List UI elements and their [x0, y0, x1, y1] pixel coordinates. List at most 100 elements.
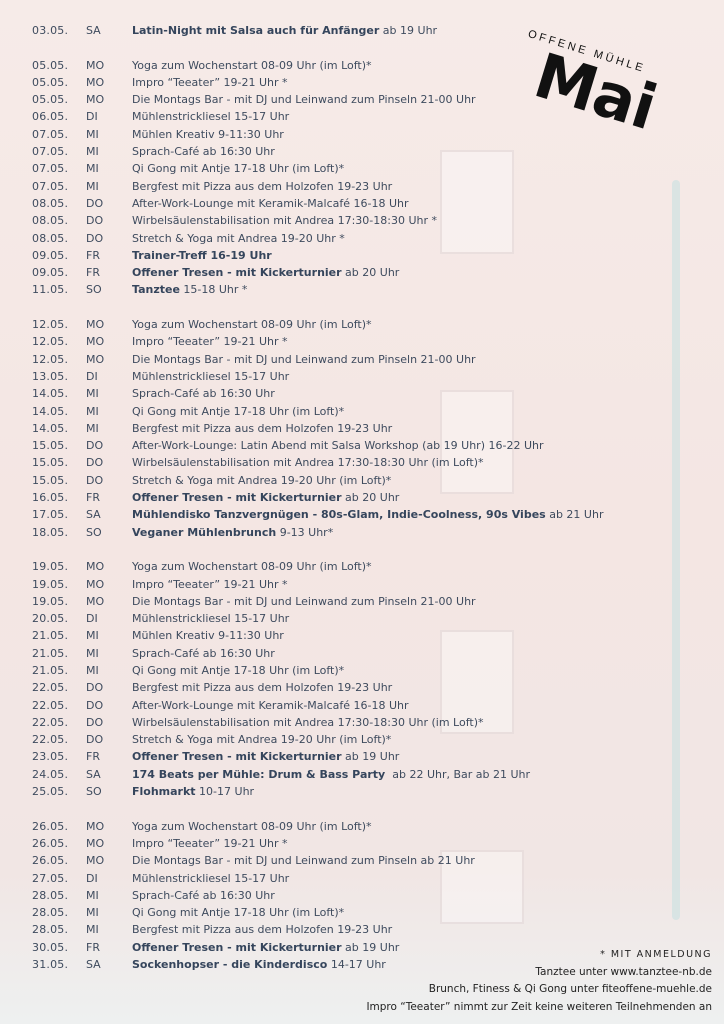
event-weekday: MO [86, 93, 105, 107]
event-date: 24.05. [32, 767, 69, 781]
event-details: Impro “Teeater” 19-21 Uhr * [132, 836, 288, 850]
background-window [440, 390, 514, 494]
event-row: 25.05. SO Flohmarkt 10-17 Uhr [32, 783, 603, 800]
event-description: Bergfest mit Pizza aus dem Holzofen 19-2… [132, 679, 392, 696]
event-details: 14-17 Uhr [327, 958, 386, 972]
event-details: Wirbelsäulenstabilisation mit Andrea 17:… [132, 715, 484, 729]
event-weekday: MO [86, 560, 105, 574]
event-description: Mühlendisko Tanzvergnügen - 80s-Glam, In… [132, 506, 603, 523]
event-row: 19.05. MO Die Montags Bar - mit DJ und Lei… [32, 593, 603, 610]
event-weekday: MI [86, 646, 99, 660]
event-row: 22.05. DO After-Work-Lounge mit Keramik-Ma… [32, 697, 603, 714]
event-row: 08.05. DO Wirbelsäulenstabilisation mit An… [32, 212, 603, 229]
event-weekday: MO [86, 335, 105, 349]
event-weekday: FR [86, 940, 100, 954]
event-details: After-Work-Lounge mit Keramik-Malcafé 16… [132, 698, 409, 712]
event-row: 28.05. MI Sprach-Café ab 16:30 Uhr [32, 887, 603, 904]
event-weekday: DO [86, 733, 104, 747]
event-description: Offener Tresen - mit Kickerturnier ab 20… [132, 489, 399, 506]
event-row: 08.05. DO After-Work-Lounge mit Keramik-Ma… [32, 195, 603, 212]
event-row: 30.05. FR Offener Tresen - mit Kickerturni… [32, 939, 603, 956]
event-date: 12.05. [32, 352, 69, 366]
event-description: Impro “Teeater” 19-21 Uhr * [132, 74, 288, 91]
event-weekday: DO [86, 231, 104, 245]
event-date: 08.05. [32, 231, 69, 245]
event-details: Qi Gong mit Antje 17-18 Uhr (im Loft)* [132, 404, 345, 418]
event-details: ab 19 Uhr [341, 750, 400, 764]
event-date: 22.05. [32, 681, 69, 695]
event-row: 16.05. FR Offener Tresen - mit Kickerturni… [32, 489, 603, 506]
event-details: ab 21 Uhr [545, 508, 604, 522]
event-details: ab 22 Uhr, Bar ab 21 Uhr [385, 767, 531, 781]
event-details: Mühlen Kreativ 9-11:30 Uhr [132, 629, 284, 643]
event-row: 21.05. MI Mühlen Kreativ 9-11:30 Uhr [32, 627, 603, 644]
event-details: Yoga zum Wochenstart 08-09 Uhr (im Loft)… [132, 318, 372, 332]
event-details: 15-18 Uhr * [179, 283, 248, 297]
event-row: 07.05. MI Bergfest mit Pizza aus dem Holzo… [32, 178, 603, 195]
event-highlight: Flohmarkt [132, 785, 196, 799]
event-highlight: Latin-Night mit Salsa auch für Anfänger [132, 24, 380, 37]
event-description: Offener Tresen - mit Kickerturnier ab 19… [132, 939, 399, 956]
event-details: After-Work-Lounge mit Keramik-Malcafé 16… [132, 196, 409, 210]
footer-notes: * MIT ANMELDUNG Tanztee unter www.tanzte… [366, 946, 712, 1016]
event-row: 19.05. MO Yoga zum Wochenstart 08-09 Uhr (… [32, 558, 603, 575]
event-description: Sprach-Café ab 16:30 Uhr [132, 887, 275, 904]
event-weekday: SO [86, 785, 102, 799]
event-weekday: MO [86, 75, 105, 89]
event-date: 07.05. [32, 179, 69, 193]
event-description: Offener Tresen - mit Kickerturnier ab 20… [132, 264, 399, 281]
event-row: 27.05. DI Mühlenstrickliesel 15-17 Uhr [32, 870, 603, 887]
event-row: 31.05. SA Sockenhopser - die Kinderdisco 1… [32, 956, 603, 973]
event-date: 05.05. [32, 93, 69, 107]
event-description: Die Montags Bar - mit DJ und Leinwand zu… [132, 593, 476, 610]
event-date: 31.05. [32, 958, 69, 972]
event-details: Impro “Teeater” 19-21 Uhr * [132, 335, 288, 349]
event-details: Impro “Teeater” 19-21 Uhr * [132, 75, 288, 89]
event-weekday: MI [86, 923, 99, 937]
event-row: 28.05. MI Bergfest mit Pizza aus dem Holzo… [32, 921, 603, 938]
event-date: 23.05. [32, 750, 69, 764]
event-row: 28.05. MI Qi Gong mit Antje 17-18 Uhr (im … [32, 904, 603, 921]
event-row: 03.05. SA Latin-Night mit Salsa auch für A… [32, 22, 603, 39]
event-details: Mühlenstrickliesel 15-17 Uhr [132, 110, 290, 124]
event-description: Tanztee 15-18 Uhr * [132, 281, 247, 298]
event-row: 14.05. MI Bergfest mit Pizza aus dem Holzo… [32, 420, 603, 437]
event-details: Yoga zum Wochenstart 08-09 Uhr (im Loft)… [132, 560, 372, 574]
event-date: 28.05. [32, 906, 69, 920]
event-weekday: DO [86, 473, 104, 487]
event-weekday: MO [86, 58, 105, 72]
event-description: After-Work-Lounge mit Keramik-Malcafé 16… [132, 195, 409, 212]
event-date: 09.05. [32, 248, 69, 262]
event-description: Mühlen Kreativ 9-11:30 Uhr [132, 627, 284, 644]
event-date: 12.05. [32, 335, 69, 349]
event-weekday: DI [86, 612, 98, 626]
event-details: 10-17 Uhr [195, 785, 255, 799]
event-date: 05.05. [32, 75, 69, 89]
event-row: 09.05. FR Trainer-Treff 16-19 Uhr [32, 247, 603, 264]
event-row: 12.05. MO Yoga zum Wochenstart 08-09 Uhr (… [32, 316, 603, 333]
event-row: 22.05. DO Bergfest mit Pizza aus dem Holzo… [32, 679, 603, 696]
event-details: 9-13 Uhr* [276, 525, 334, 539]
event-date: 14.05. [32, 387, 69, 401]
event-description: Yoga zum Wochenstart 08-09 Uhr (im Loft)… [132, 558, 372, 575]
event-date: 13.05. [32, 369, 69, 383]
event-date: 21.05. [32, 629, 69, 643]
event-weekday: MI [86, 127, 99, 141]
event-row: 09.05. FR Offener Tresen - mit Kickerturni… [32, 264, 603, 281]
event-description: Sprach-Café ab 16:30 Uhr [132, 143, 275, 160]
event-details: Qi Gong mit Antje 17-18 Uhr (im Loft)* [132, 906, 345, 920]
event-weekday: SA [86, 24, 101, 37]
event-weekday: MO [86, 577, 105, 591]
background-lamp-post [672, 180, 680, 920]
event-description: Bergfest mit Pizza aus dem Holzofen 19-2… [132, 921, 392, 938]
week-group: 12.05. MO Yoga zum Wochenstart 08-09 Uhr (… [32, 316, 603, 541]
event-date: 08.05. [32, 214, 69, 228]
event-weekday: DO [86, 214, 104, 228]
event-details: Bergfest mit Pizza aus dem Holzofen 19-2… [132, 923, 393, 937]
event-description: Mühlenstrickliesel 15-17 Uhr [132, 108, 289, 125]
event-description: Latin-Night mit Salsa auch für Anfänger … [132, 22, 437, 39]
event-date: 08.05. [32, 196, 69, 210]
event-details: Wirbelsäulenstabilisation mit Andrea 17:… [132, 214, 437, 228]
event-description: Wirbelsäulenstabilisation mit Andrea 17:… [132, 212, 437, 229]
event-description: Qi Gong mit Antje 17-18 Uhr (im Loft)* [132, 662, 344, 679]
